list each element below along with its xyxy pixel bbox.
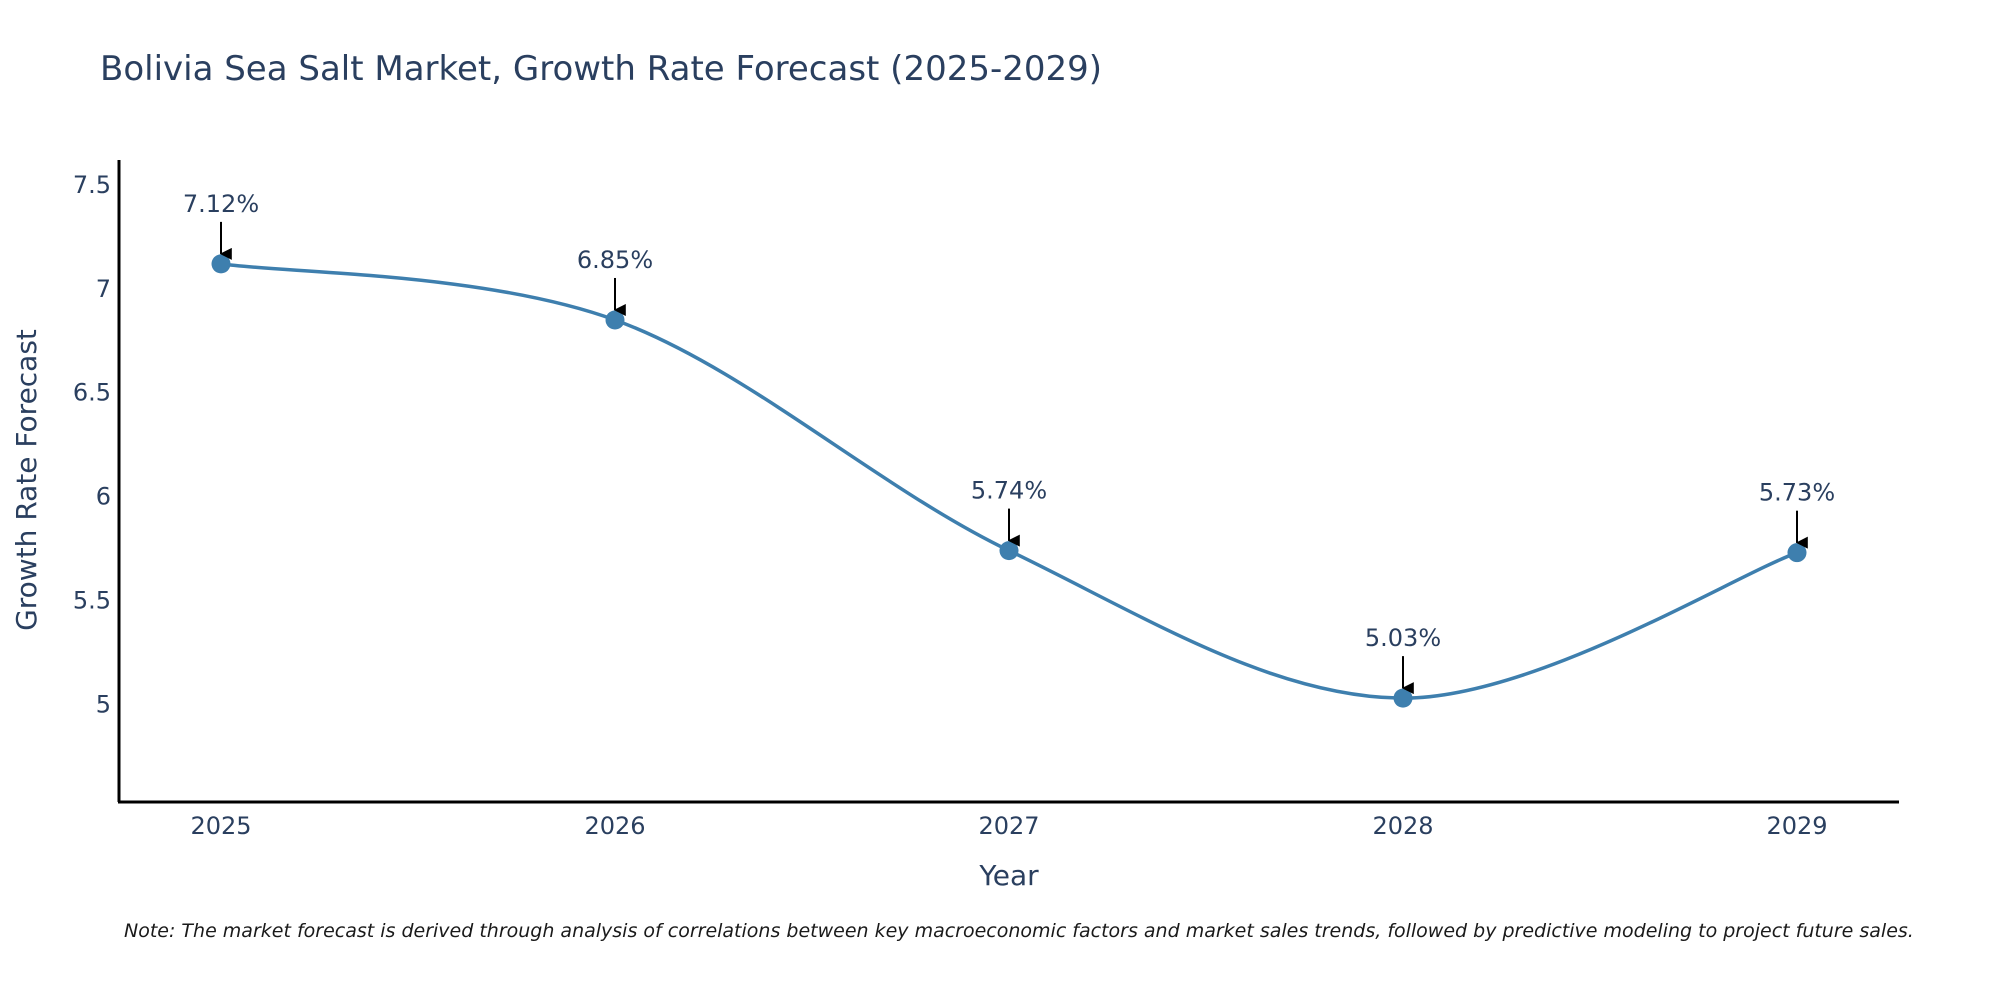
y-axis-title: Growth Rate Forecast: [10, 329, 43, 631]
data-label: 5.03%: [1365, 624, 1441, 652]
data-point-marker: [1787, 543, 1807, 563]
y-tick-label: 6.5: [73, 379, 111, 407]
x-tick-label: 2028: [1372, 812, 1433, 840]
x-tick-label: 2025: [190, 812, 251, 840]
data-point-marker: [1393, 688, 1413, 708]
data-label: 5.74%: [971, 477, 1047, 505]
y-tick-label: 7.5: [73, 171, 111, 199]
x-tick-label: 2026: [584, 812, 645, 840]
x-tick-label: 2027: [978, 812, 1039, 840]
data-point-marker: [605, 310, 625, 330]
y-tick-label: 5: [96, 690, 111, 718]
x-tick-label: 2029: [1766, 812, 1827, 840]
data-label: 6.85%: [577, 246, 653, 274]
data-annotations: 7.12% 6.85% 5.74% 5.03% 5.73%: [183, 190, 1835, 695]
data-label: 5.73%: [1759, 479, 1835, 507]
x-axis-title: Year: [978, 859, 1039, 892]
footnote: Note: The market forecast is derived thr…: [124, 920, 1914, 942]
y-axis-ticks: 5 5.5 6 6.5 7 7.5: [73, 171, 111, 718]
data-point-marker: [211, 254, 231, 274]
x-axis-ticks: 2025 2026 2027 2028 2029: [190, 812, 1827, 840]
chart-title: Bolivia Sea Salt Market, Growth Rate For…: [100, 49, 1102, 89]
data-label: 7.12%: [183, 190, 259, 218]
data-point-marker: [999, 541, 1019, 561]
y-tick-label: 5.5: [73, 586, 111, 614]
y-tick-label: 6: [96, 483, 111, 511]
y-tick-label: 7: [96, 275, 111, 303]
